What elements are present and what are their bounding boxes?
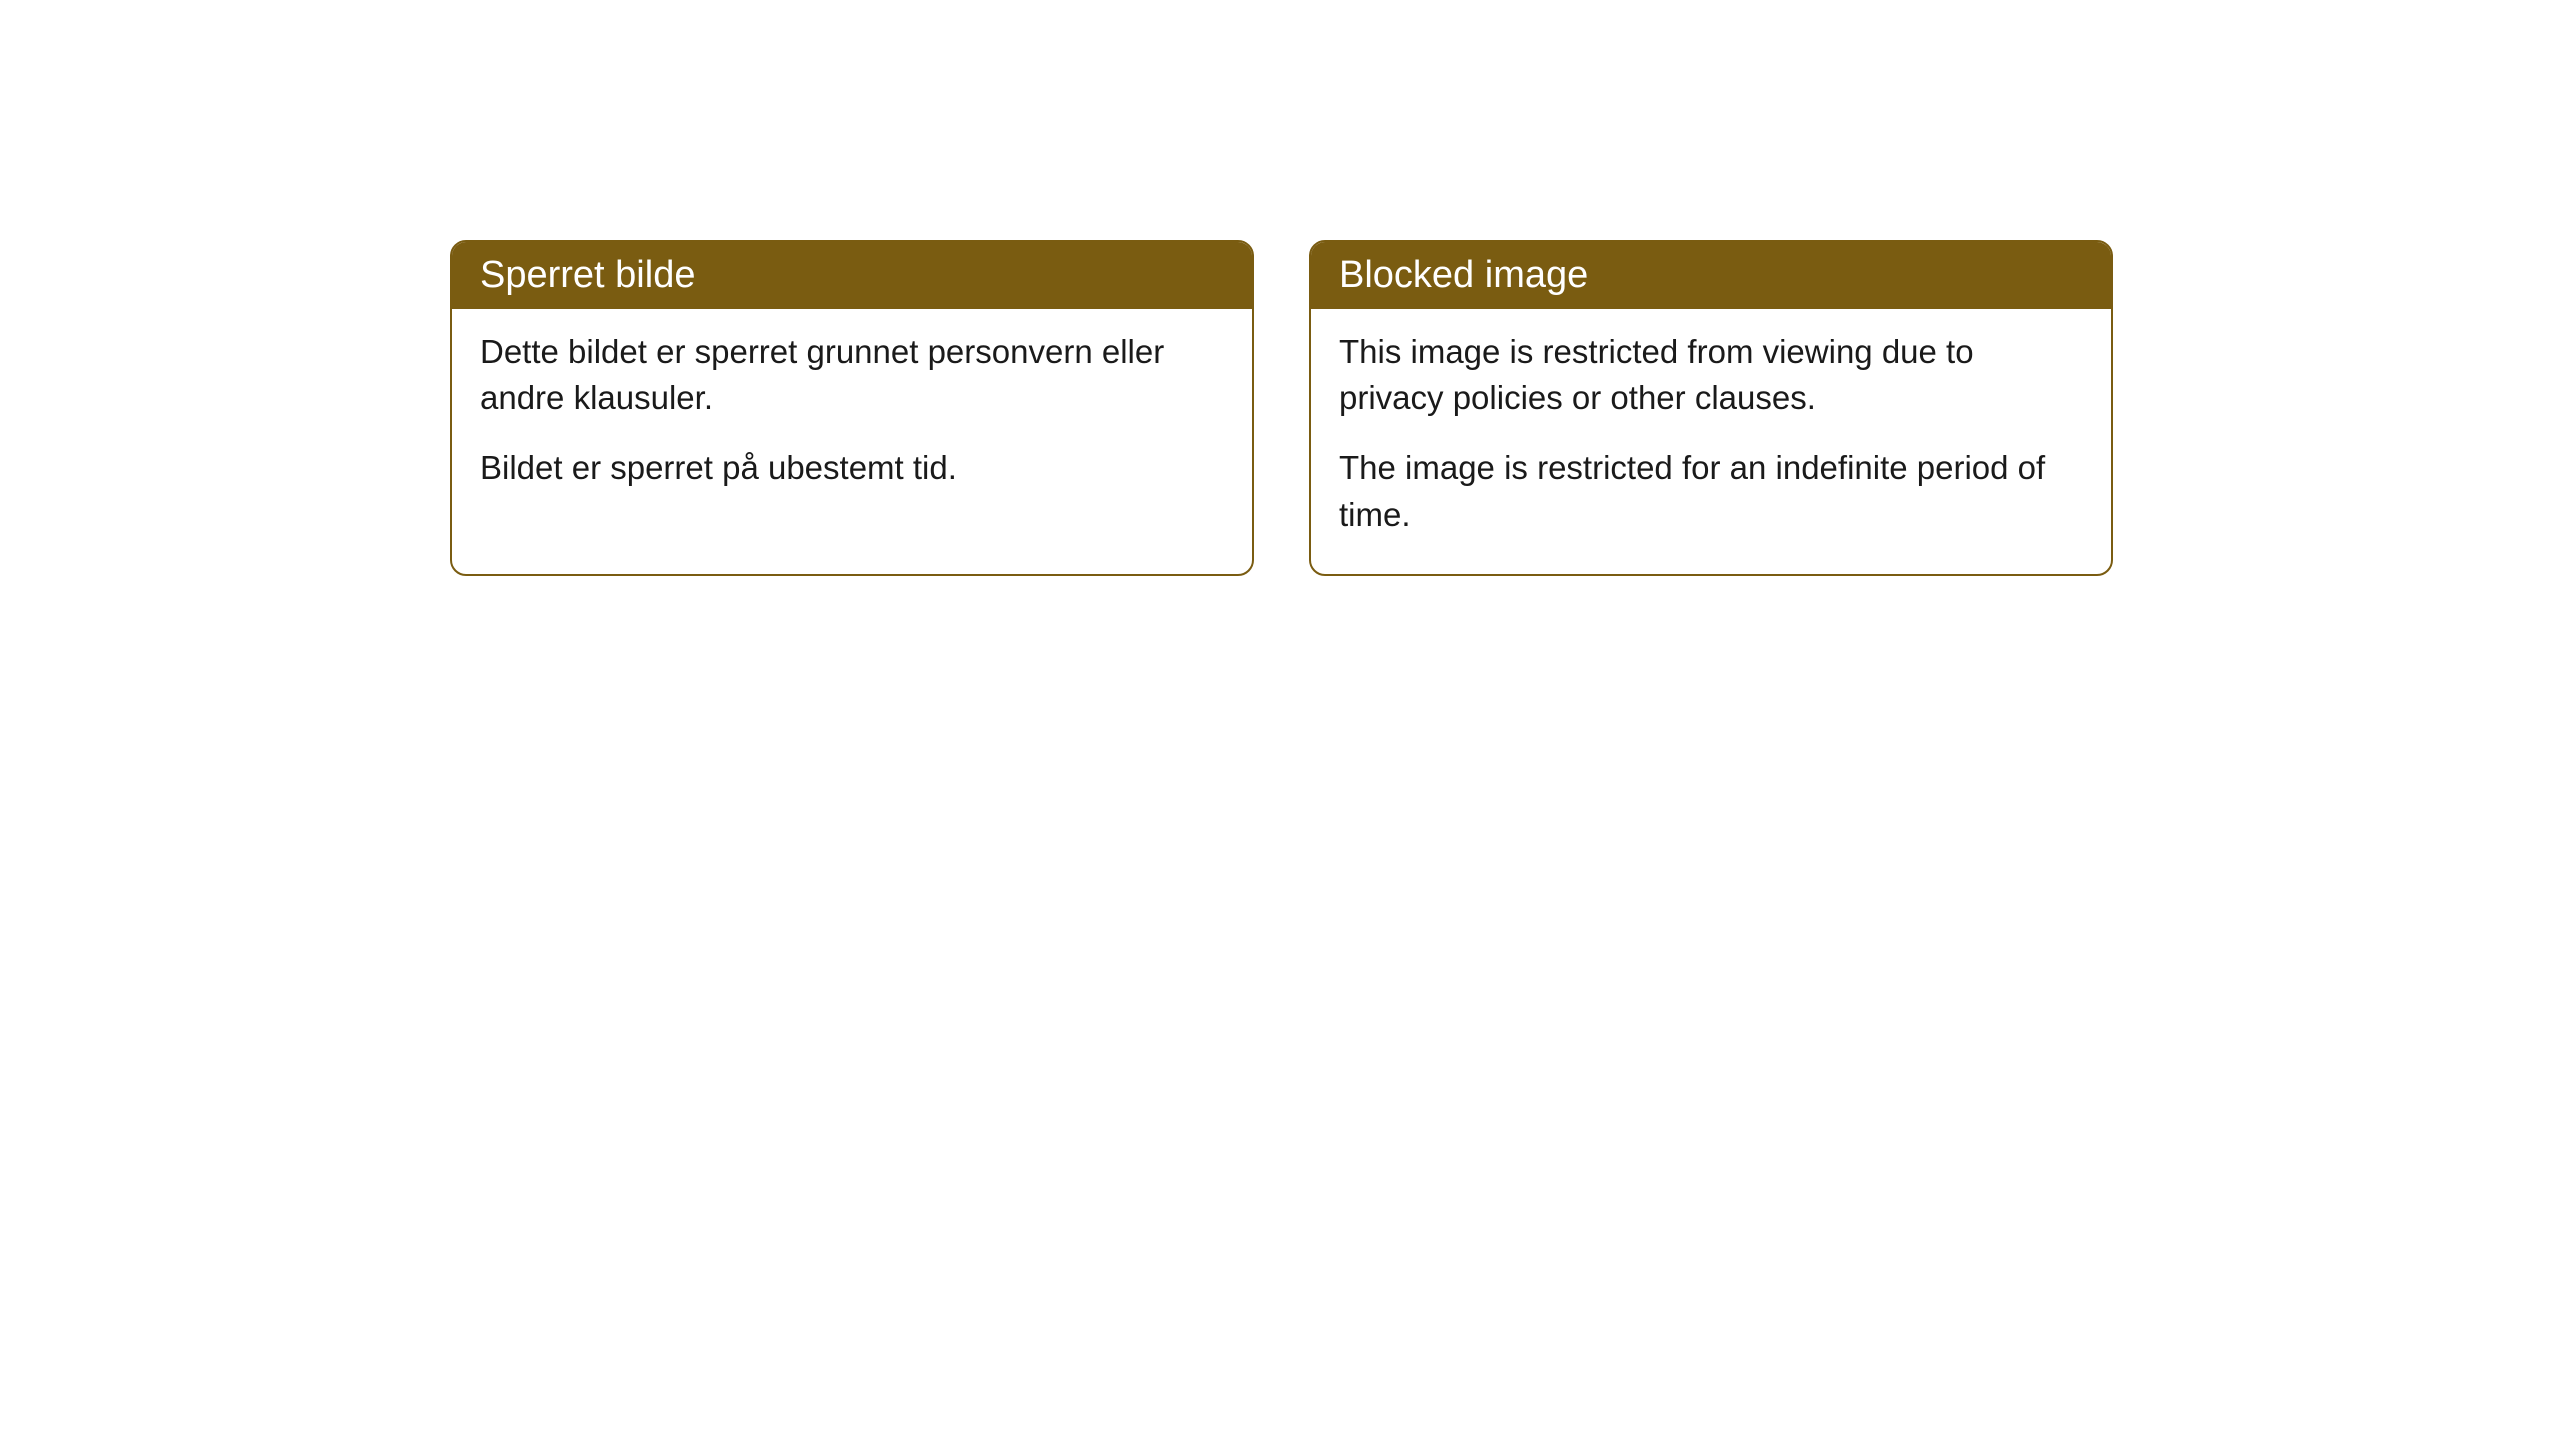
card-body-en: This image is restricted from viewing du…: [1311, 309, 2111, 574]
blocked-image-card-en: Blocked image This image is restricted f…: [1309, 240, 2113, 576]
card-paragraph-2-no: Bildet er sperret på ubestemt tid.: [480, 445, 1224, 491]
card-paragraph-1-no: Dette bildet er sperret grunnet personve…: [480, 329, 1224, 421]
card-paragraph-2-en: The image is restricted for an indefinit…: [1339, 445, 2083, 537]
notice-container: Sperret bilde Dette bildet er sperret gr…: [0, 0, 2560, 576]
blocked-image-card-no: Sperret bilde Dette bildet er sperret gr…: [450, 240, 1254, 576]
card-title-en: Blocked image: [1311, 242, 2111, 309]
card-body-no: Dette bildet er sperret grunnet personve…: [452, 309, 1252, 528]
card-title-no: Sperret bilde: [452, 242, 1252, 309]
card-paragraph-1-en: This image is restricted from viewing du…: [1339, 329, 2083, 421]
